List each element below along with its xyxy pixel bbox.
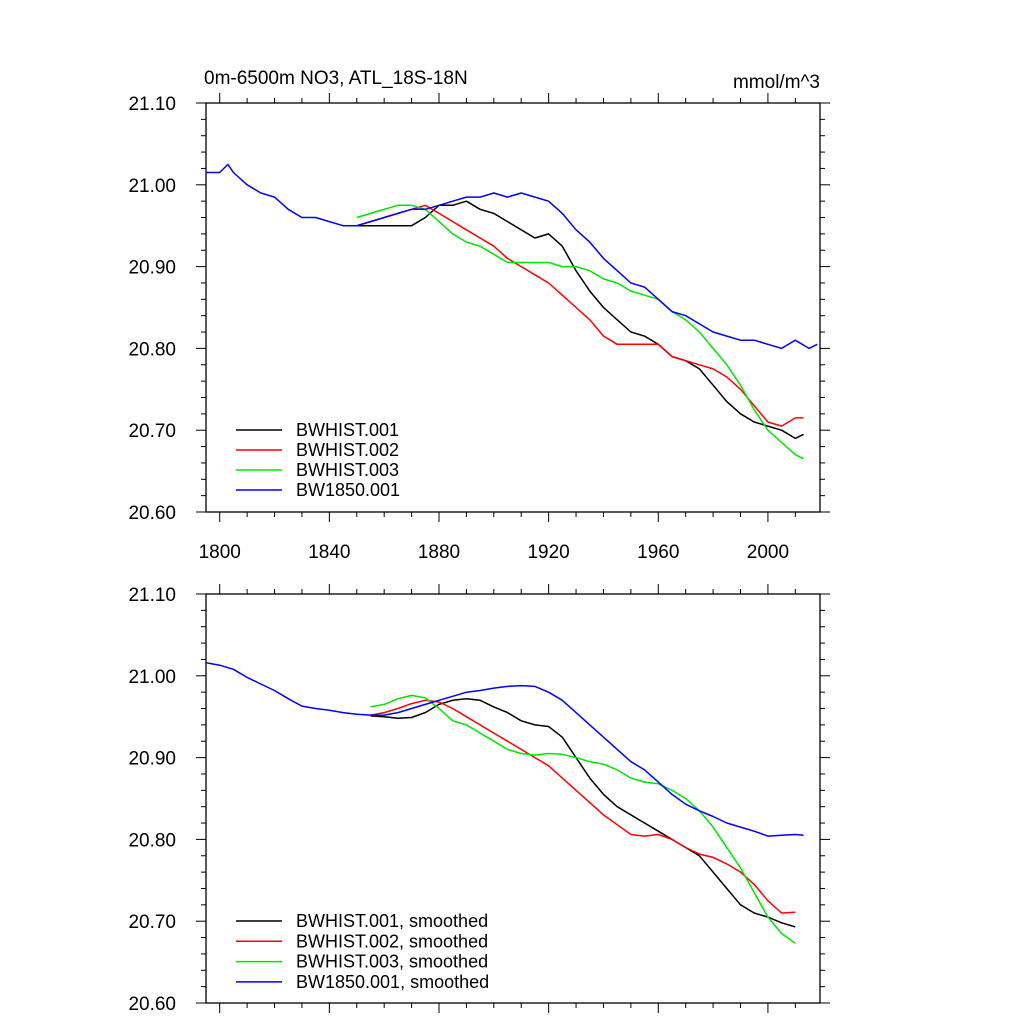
y-tick-label: 20.90 bbox=[128, 749, 176, 770]
legend-label: BW1850.001 bbox=[296, 480, 400, 500]
top-panel-plot-area bbox=[206, 163, 818, 460]
x-tick-label: 1800 bbox=[199, 542, 241, 563]
legend-label: BWHIST.001, smoothed bbox=[296, 911, 488, 931]
series-line-bw1850-001 bbox=[206, 163, 818, 350]
y-tick-label: 20.60 bbox=[128, 503, 176, 524]
series-line-bwhist-003 bbox=[356, 204, 804, 460]
top-panel-units: mmol/m^3 bbox=[733, 72, 820, 93]
series-line-bwhist-002 bbox=[370, 699, 796, 914]
series-line-bw1850-001 bbox=[206, 661, 804, 837]
top-panel-frame: 20.60 20.70 20.80 20.90 21.00 21.10 1800 1840 18… bbox=[128, 93, 830, 563]
y-tick-label: 21.10 bbox=[128, 585, 176, 606]
y-tick-label: 21.10 bbox=[128, 94, 176, 115]
series-line-bwhist-001 bbox=[356, 200, 804, 440]
top-panel: 0m-6500m NO3, ATL_18S-18N mmol/m^3 20.60… bbox=[128, 68, 830, 563]
y-tick-label: 20.70 bbox=[128, 421, 176, 442]
plot-border bbox=[205, 102, 821, 513]
series-group bbox=[206, 661, 804, 944]
x-tick-label: 1880 bbox=[418, 542, 460, 563]
series-line-bwhist-002 bbox=[356, 204, 804, 427]
legend-label: BWHIST.001 bbox=[296, 420, 399, 440]
x-tick-label: 1840 bbox=[308, 542, 350, 563]
y-tick-label: 21.00 bbox=[128, 667, 176, 688]
bottom-panel-frame: 20.60 20.70 20.80 20.90 21.00 21.10 bbox=[128, 584, 830, 1015]
x-tick-label: 1920 bbox=[527, 542, 569, 563]
legend-label: BWHIST.003 bbox=[296, 460, 399, 480]
x-tick-label: 1960 bbox=[637, 542, 679, 563]
y-tick-label: 20.70 bbox=[128, 912, 176, 933]
top-panel-title: 0m-6500m NO3, ATL_18S-18N bbox=[204, 68, 468, 89]
series-group bbox=[206, 163, 818, 460]
y-tick-label: 21.00 bbox=[128, 176, 176, 197]
legend-label: BWHIST.002 bbox=[296, 440, 399, 460]
y-tick-label: 20.60 bbox=[128, 994, 176, 1015]
y-tick-label: 20.90 bbox=[128, 258, 176, 279]
bottom-panel: 20.60 20.70 20.80 20.90 21.00 21.10 BWHIST.00… bbox=[128, 584, 830, 1015]
legend-label: BWHIST.002, smoothed bbox=[296, 931, 488, 951]
y-tick-label: 20.80 bbox=[128, 339, 176, 360]
plot-border bbox=[205, 593, 821, 1004]
y-tick-label: 20.80 bbox=[128, 830, 176, 851]
series-line-bwhist-003 bbox=[370, 694, 796, 944]
legend-label: BWHIST.003, smoothed bbox=[296, 952, 488, 972]
legend-label: BW1850.001, smoothed bbox=[296, 972, 489, 992]
x-tick-label: 2000 bbox=[747, 542, 789, 563]
series-line-bwhist-001 bbox=[370, 697, 796, 928]
bottom-panel-plot-area bbox=[206, 661, 804, 944]
